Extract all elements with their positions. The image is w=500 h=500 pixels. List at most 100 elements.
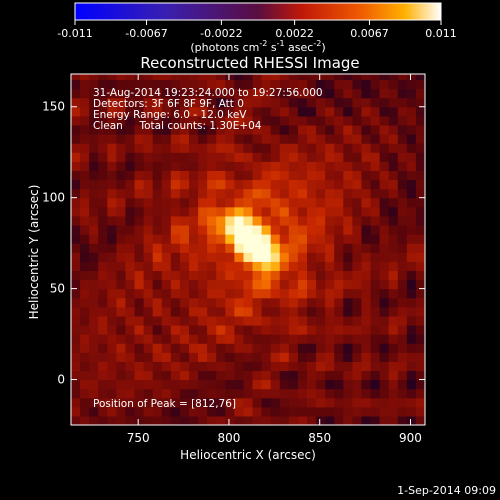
heatmap-cell xyxy=(179,97,190,108)
heatmap-cell xyxy=(189,106,199,117)
heatmap-cell xyxy=(161,252,172,262)
heatmap-cell xyxy=(89,324,99,335)
heatmap-cell xyxy=(225,352,235,362)
heatmap-cell xyxy=(307,97,317,108)
heatmap-cell xyxy=(388,106,399,117)
heatmap-cell xyxy=(125,179,136,190)
heatmap-cell xyxy=(334,397,344,408)
heatmap-cell xyxy=(189,370,199,381)
heatmap-cell xyxy=(189,74,199,81)
heatmap-cell xyxy=(134,261,145,272)
heatmap-cell xyxy=(134,243,145,253)
heatmap-cell xyxy=(316,352,326,362)
heatmap-cell xyxy=(415,161,425,171)
heatmap-cell xyxy=(361,415,372,425)
heatmap-cell xyxy=(379,152,390,162)
heatmap-cell xyxy=(152,288,163,299)
heatmap-cell xyxy=(71,297,81,308)
heatmap-cell xyxy=(252,224,263,235)
heatmap-cell xyxy=(225,161,235,171)
heatmap-cell xyxy=(89,215,99,226)
heatmap-cell xyxy=(406,197,417,208)
heatmap-cell xyxy=(216,106,226,117)
heatmap-cell xyxy=(216,188,226,199)
heatmap-cell xyxy=(334,234,344,244)
heatmap-cell xyxy=(198,343,208,353)
heatmap-cell xyxy=(316,279,326,290)
heatmap-cell xyxy=(297,270,308,281)
heatmap-cell xyxy=(198,106,208,117)
heatmap-cell xyxy=(189,252,199,262)
heatmap-cell xyxy=(270,270,281,281)
heatmap-cell xyxy=(161,370,172,381)
heatmap-cell xyxy=(307,270,317,281)
heatmap-cell xyxy=(270,143,281,153)
heatmap-cell xyxy=(216,134,226,144)
heatmap-cell xyxy=(152,106,163,117)
heatmap-cell xyxy=(125,88,136,99)
heatmap-cell xyxy=(71,188,81,199)
heatmap-cell xyxy=(325,415,335,425)
heatmap-cell xyxy=(107,397,117,408)
heatmap-cell xyxy=(352,334,363,344)
heatmap-cell xyxy=(270,188,281,199)
heatmap-cell xyxy=(80,106,90,117)
heatmap-cell xyxy=(307,415,317,425)
colorbar-tick-label: -0.011 xyxy=(57,27,92,40)
heatmap-cell xyxy=(325,197,335,208)
heatmap-cell xyxy=(288,270,299,281)
heatmap-cell xyxy=(189,243,199,253)
heatmap-cell xyxy=(352,343,363,353)
heatmap-cell xyxy=(161,115,172,126)
heatmap-cell xyxy=(98,279,108,290)
heatmap-cell xyxy=(361,106,372,117)
heatmap-cell xyxy=(370,334,381,344)
heatmap-cell xyxy=(116,143,127,153)
heatmap-cell xyxy=(89,352,99,362)
heatmap-cell xyxy=(397,379,408,390)
heatmap-cell xyxy=(80,343,90,353)
heatmap-cell xyxy=(161,143,172,153)
heatmap-cell xyxy=(297,179,308,190)
heatmap-cell xyxy=(352,74,363,81)
heatmap-cell xyxy=(216,161,226,171)
heatmap-cell xyxy=(352,261,363,272)
heatmap-cell xyxy=(297,324,308,335)
heatmap-cell xyxy=(316,197,326,208)
heatmap-cell xyxy=(152,343,163,353)
heatmap-cell xyxy=(361,79,372,90)
heatmap-cell xyxy=(297,224,308,235)
heatmap-cell xyxy=(216,215,226,226)
heatmap-cell xyxy=(143,79,154,90)
heatmap-cell xyxy=(270,243,281,253)
heatmap-cell xyxy=(189,97,199,108)
heatmap-cell xyxy=(234,79,245,90)
heatmap-cell xyxy=(179,415,190,425)
heatmap-cell xyxy=(379,97,390,108)
heatmap-cell xyxy=(125,370,136,381)
heatmap-cell xyxy=(98,315,108,326)
heatmap-cell xyxy=(207,288,217,299)
heatmap-cell xyxy=(225,115,235,126)
heatmap-cell xyxy=(234,352,245,362)
heatmap-cell xyxy=(379,361,390,372)
heatmap-cell xyxy=(406,406,417,417)
heatmap-cell xyxy=(143,179,154,190)
heatmap-cell xyxy=(71,370,81,381)
heatmap-cell xyxy=(270,134,281,144)
heatmap-cell xyxy=(98,379,108,390)
heatmap-cell xyxy=(170,324,181,335)
heatmap-cell xyxy=(152,261,163,272)
heatmap-cell xyxy=(107,188,117,199)
heatmap-cell xyxy=(161,124,172,135)
heatmap-cell xyxy=(80,124,90,135)
heatmap-cell xyxy=(134,315,145,326)
heatmap-cell xyxy=(352,243,363,253)
heatmap-cell xyxy=(279,188,290,199)
heatmap-cell xyxy=(307,279,317,290)
heatmap-cell xyxy=(397,279,408,290)
heatmap-cell xyxy=(361,306,372,317)
heatmap-cell xyxy=(116,288,127,299)
heatmap-cell xyxy=(234,361,245,372)
